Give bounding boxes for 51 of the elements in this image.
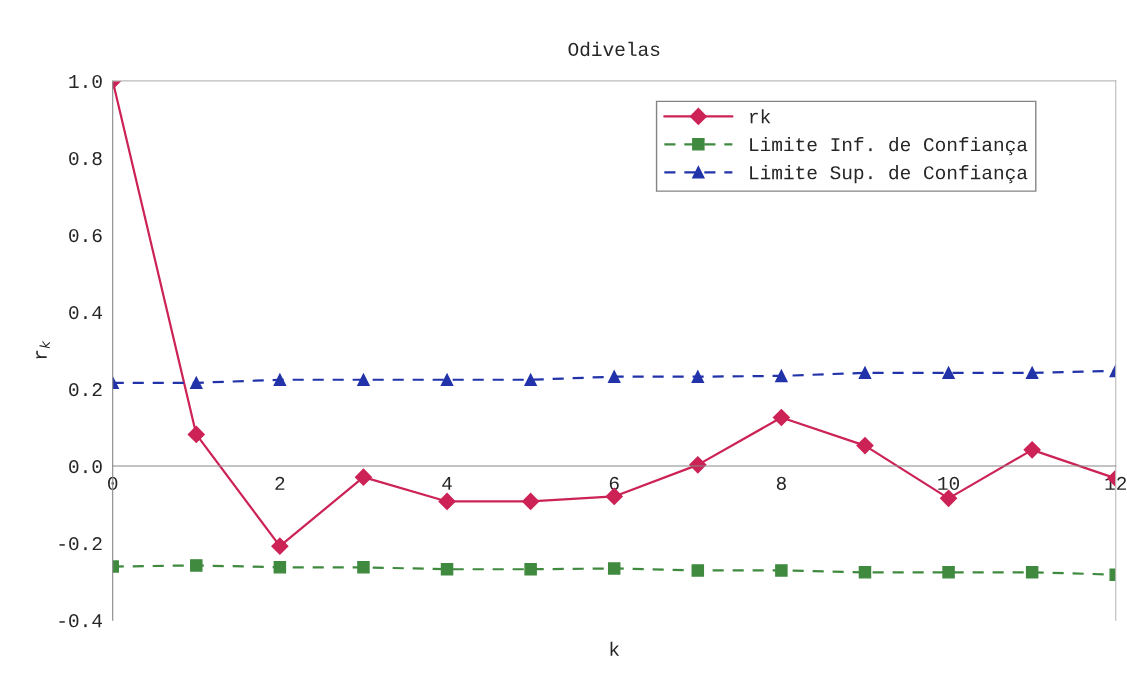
point	[524, 562, 537, 576]
point	[357, 373, 370, 387]
y-tick-label: 0.4	[69, 306, 102, 320]
chart-title: Odivelas	[568, 41, 660, 57]
point	[775, 369, 788, 383]
y-tick-label: 0.0	[69, 460, 102, 474]
point	[775, 564, 788, 577]
point	[1025, 366, 1039, 380]
x-tick-label: 4	[442, 477, 452, 490]
y-axis-title: r$_{k}$	[36, 340, 50, 359]
legend-label: Limite Inf. de Confiança	[750, 137, 1028, 156]
point	[940, 489, 958, 507]
point	[1023, 441, 1041, 459]
x-tick-label: 2	[275, 476, 285, 490]
x-tick-label: 10	[938, 476, 960, 491]
x-axis-title: k	[610, 641, 620, 656]
x-tick-label: 8	[776, 476, 786, 491]
point	[190, 376, 203, 390]
point	[942, 566, 955, 579]
legend-label: rk	[750, 109, 771, 124]
point	[772, 408, 790, 427]
point	[607, 562, 621, 575]
y-tick-label: -0.4	[59, 614, 102, 628]
y-tick-label: 0.6	[69, 228, 102, 243]
point	[440, 373, 454, 387]
x-tick-label: 0	[108, 476, 118, 491]
point	[858, 566, 872, 579]
y-tick-label: -0.2	[59, 537, 102, 551]
point	[273, 561, 287, 574]
point	[187, 425, 205, 443]
point	[522, 492, 540, 511]
y-tick-label: 0.2	[69, 383, 102, 397]
point	[271, 537, 289, 555]
point	[524, 373, 537, 387]
y-tick-label: 1.0	[69, 74, 102, 89]
point	[1025, 566, 1039, 579]
point	[858, 366, 872, 380]
point	[856, 437, 874, 455]
point	[942, 366, 955, 380]
point	[691, 370, 705, 383]
x-tick-label: 6	[609, 476, 619, 491]
point	[440, 562, 454, 576]
point	[438, 492, 456, 511]
legend-label: Limite Sup. de Confiança	[750, 165, 1028, 184]
point	[607, 370, 621, 383]
point	[691, 564, 705, 577]
point	[357, 561, 370, 574]
point	[190, 559, 203, 572]
y-tick-label: 0.8	[69, 151, 102, 166]
point	[354, 468, 373, 486]
point	[273, 373, 287, 387]
